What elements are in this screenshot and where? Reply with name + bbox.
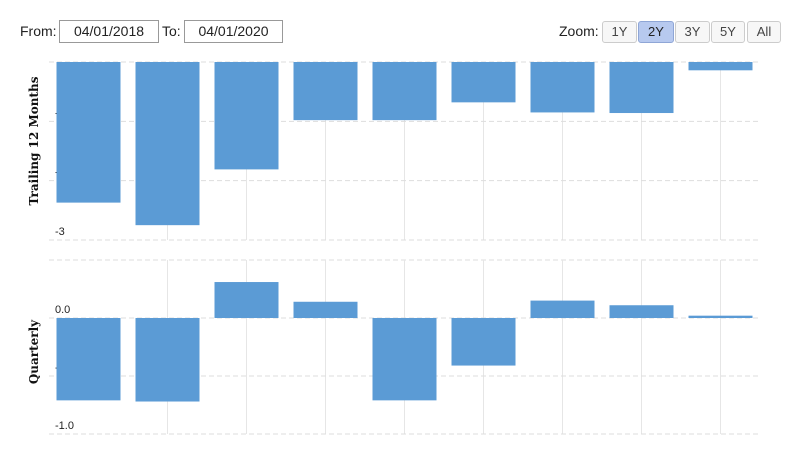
to-label: To: <box>162 23 181 39</box>
zoom-label: Zoom: <box>559 23 599 39</box>
bar <box>135 318 200 402</box>
bar <box>530 62 595 113</box>
bar <box>293 62 358 121</box>
from-label: From: <box>20 23 57 39</box>
y-tick-label: -3 <box>55 226 65 238</box>
bar <box>451 318 516 366</box>
bar <box>214 282 279 318</box>
to-input[interactable]: 04/01/2020 <box>184 20 283 43</box>
y-axis-label: Trailing 12 Months <box>27 76 41 205</box>
bar <box>214 62 279 170</box>
zoom-button[interactable]: 2Y <box>638 21 674 43</box>
bar <box>688 62 753 71</box>
bar <box>530 300 595 318</box>
bar <box>609 62 674 114</box>
bar <box>56 62 121 203</box>
zoom-button[interactable]: 3Y <box>675 21 710 43</box>
zoom-button[interactable]: All <box>747 21 781 43</box>
from-input[interactable]: 04/01/2018 <box>59 20 159 43</box>
bar <box>451 62 516 103</box>
bar <box>135 62 200 226</box>
bar <box>609 305 674 318</box>
y-tick-label: 0.0 <box>55 304 70 316</box>
bar <box>372 318 437 401</box>
y-axis-label: Quarterly <box>27 319 41 384</box>
bar <box>293 301 358 318</box>
y-tick-label: -1.0 <box>55 420 74 432</box>
zoom-button[interactable]: 5Y <box>711 21 745 43</box>
zoom-button[interactable]: 1Y <box>602 21 637 43</box>
bar <box>688 315 753 318</box>
bar <box>372 62 437 121</box>
bar <box>56 318 121 401</box>
